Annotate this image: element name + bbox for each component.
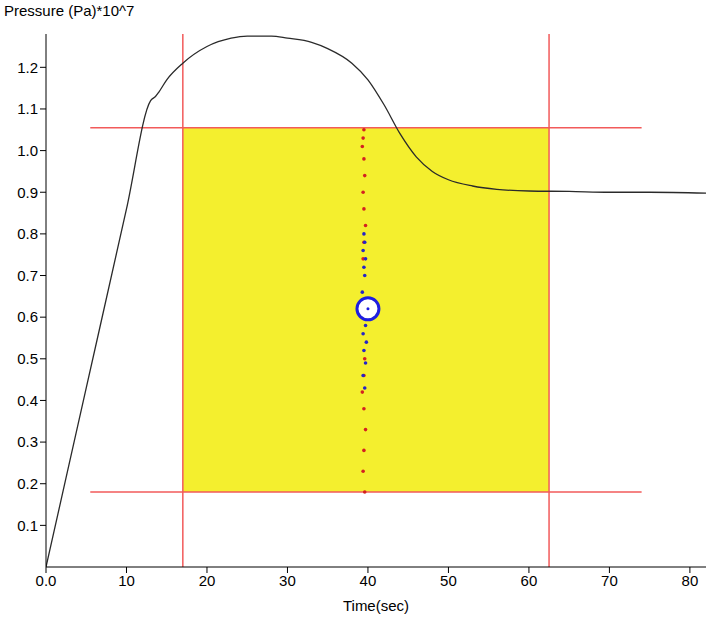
svg-text:Time(sec): Time(sec) (343, 597, 409, 614)
svg-text:0.5: 0.5 (17, 350, 38, 367)
svg-text:0.8: 0.8 (17, 225, 38, 242)
svg-text:70: 70 (601, 572, 618, 589)
svg-text:0.3: 0.3 (17, 433, 38, 450)
svg-text:0.0: 0.0 (36, 572, 57, 589)
svg-text:1.0: 1.0 (17, 142, 38, 159)
svg-text:60: 60 (521, 572, 538, 589)
svg-text:0.9: 0.9 (17, 184, 38, 201)
svg-text:30: 30 (279, 572, 296, 589)
svg-text:50: 50 (440, 572, 457, 589)
svg-text:0.2: 0.2 (17, 475, 38, 492)
svg-text:20: 20 (199, 572, 216, 589)
svg-text:0.4: 0.4 (17, 392, 38, 409)
svg-text:80: 80 (682, 572, 699, 589)
svg-text:0.6: 0.6 (17, 308, 38, 325)
svg-text:40: 40 (360, 572, 377, 589)
html-text:Pressure (Pa)*10^7: Pressure (Pa)*10^7 (4, 2, 135, 19)
svg-text:10: 10 (118, 572, 135, 589)
svg-text:0.7: 0.7 (17, 267, 38, 284)
svg-text:1.2: 1.2 (17, 59, 38, 76)
svg-text:0.1: 0.1 (17, 517, 38, 534)
svg-text:1.1: 1.1 (17, 100, 38, 117)
